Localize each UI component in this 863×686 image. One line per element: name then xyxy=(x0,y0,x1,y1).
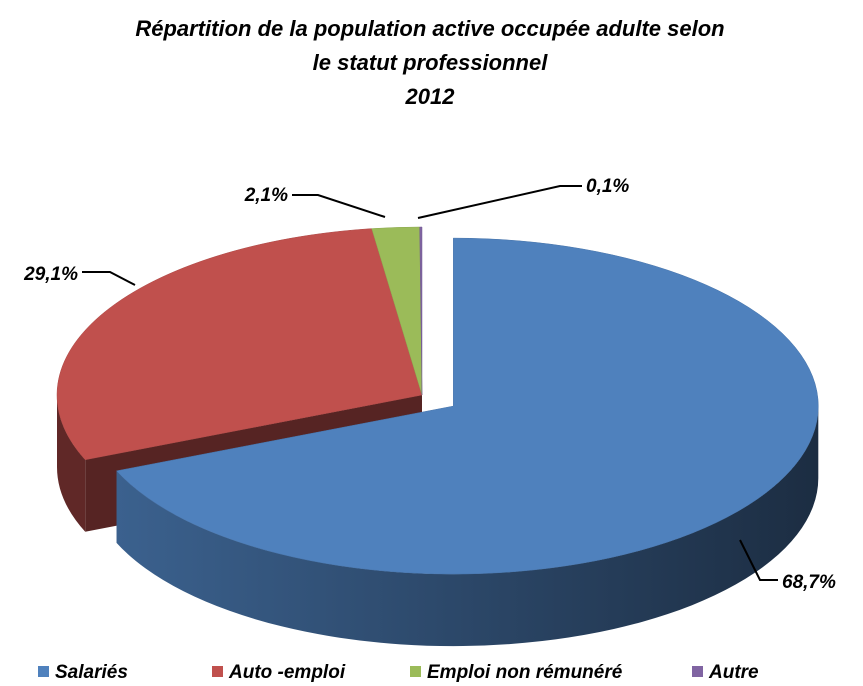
chart-title: le statut professionnel xyxy=(313,50,549,75)
leader-line xyxy=(739,539,778,581)
data-label: 2,1% xyxy=(244,185,288,206)
leader-line xyxy=(292,194,386,218)
legend-label: Autre xyxy=(708,662,759,683)
data-label: 0,1% xyxy=(586,176,629,197)
legend-swatch xyxy=(38,666,49,677)
legend-swatch xyxy=(692,666,703,677)
legend-label: Salariés xyxy=(55,662,128,683)
leader-line xyxy=(82,271,136,286)
slice xyxy=(116,237,819,575)
slice xyxy=(419,226,423,396)
legend-label: Emploi non rémunéré xyxy=(427,662,623,683)
slice xyxy=(56,228,423,461)
legend-swatch xyxy=(410,666,421,677)
legend-label: Auto -emploi xyxy=(228,662,346,683)
legend-swatch xyxy=(212,666,223,677)
data-label: 68,7% xyxy=(782,572,836,593)
chart-title: Répartition de la population active occu… xyxy=(135,16,724,41)
slice-side xyxy=(116,406,819,647)
leader-line xyxy=(417,185,582,219)
chart-title: 2012 xyxy=(405,84,456,109)
data-label: 29,1% xyxy=(23,264,78,285)
slice-side xyxy=(57,395,86,532)
